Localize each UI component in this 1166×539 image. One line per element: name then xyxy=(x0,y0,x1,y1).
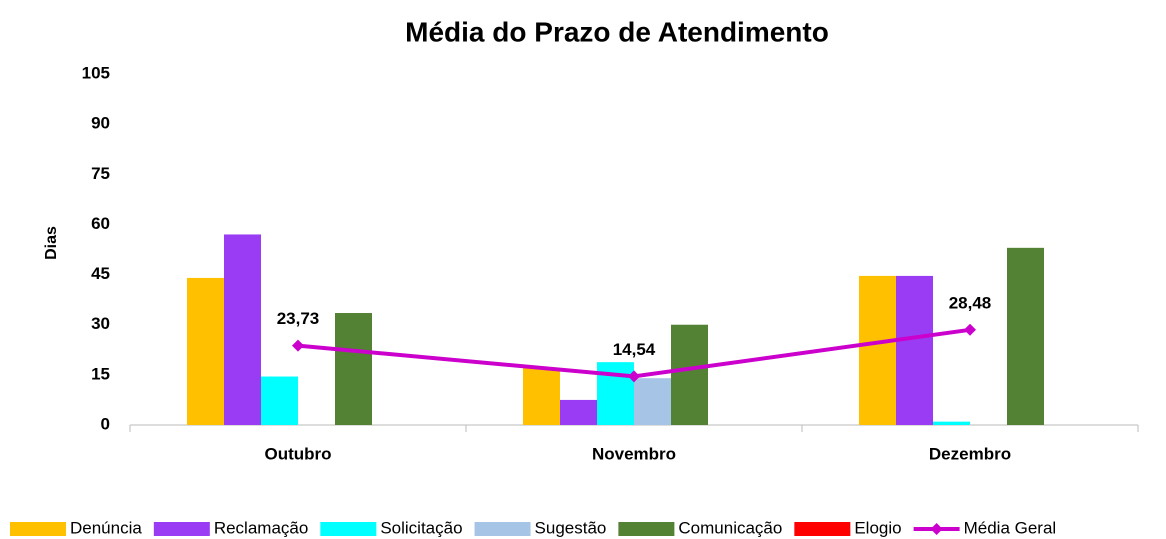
legend-swatch xyxy=(10,522,66,536)
bar xyxy=(523,368,560,425)
line-marker xyxy=(628,370,640,383)
legend-swatch xyxy=(320,522,377,536)
data-label: 23,73 xyxy=(277,309,320,328)
x-tick-label: Novembro xyxy=(592,444,676,463)
legend-label: Comunicação xyxy=(678,518,782,537)
legend-swatch xyxy=(794,522,851,536)
legend-label: Solicitação xyxy=(380,518,462,537)
data-label: 28,48 xyxy=(949,293,992,312)
y-tick-label: 90 xyxy=(91,114,110,133)
legend-label: Denúncia xyxy=(70,518,142,537)
bar xyxy=(1007,247,1044,425)
chart-title: Média do Prazo de Atendimento xyxy=(405,16,829,47)
y-tick-label: 105 xyxy=(82,63,110,82)
bar xyxy=(224,234,261,425)
bar xyxy=(896,275,933,425)
bar xyxy=(560,399,597,425)
data-label: 14,54 xyxy=(613,340,656,359)
legend-label: Elogio xyxy=(854,518,901,537)
bar xyxy=(859,275,896,425)
legend-swatch xyxy=(930,523,943,535)
legend-swatch xyxy=(474,522,531,536)
legend-swatch xyxy=(618,522,675,536)
line-marker xyxy=(292,339,304,352)
y-tick-label: 60 xyxy=(91,214,110,233)
y-tick-label: 45 xyxy=(91,264,110,283)
legend-label: Média Geral xyxy=(964,518,1057,537)
bar xyxy=(634,378,671,425)
line-marker xyxy=(964,323,976,336)
legend-label: Reclamação xyxy=(214,518,309,537)
legend-label: Sugestão xyxy=(535,518,607,537)
y-tick-label: 15 xyxy=(91,364,110,383)
bar xyxy=(187,277,224,425)
x-tick-label: Outubro xyxy=(264,444,331,463)
bar xyxy=(335,313,372,425)
y-tick-label: 0 xyxy=(101,414,110,433)
bar xyxy=(933,421,970,425)
y-axis-label: Dias xyxy=(43,226,60,260)
legend-swatch xyxy=(153,522,210,536)
y-tick-label: 30 xyxy=(91,314,110,333)
bar xyxy=(671,324,708,425)
y-tick-label: 75 xyxy=(91,164,110,183)
bar xyxy=(261,376,298,425)
x-tick-label: Dezembro xyxy=(929,444,1011,463)
